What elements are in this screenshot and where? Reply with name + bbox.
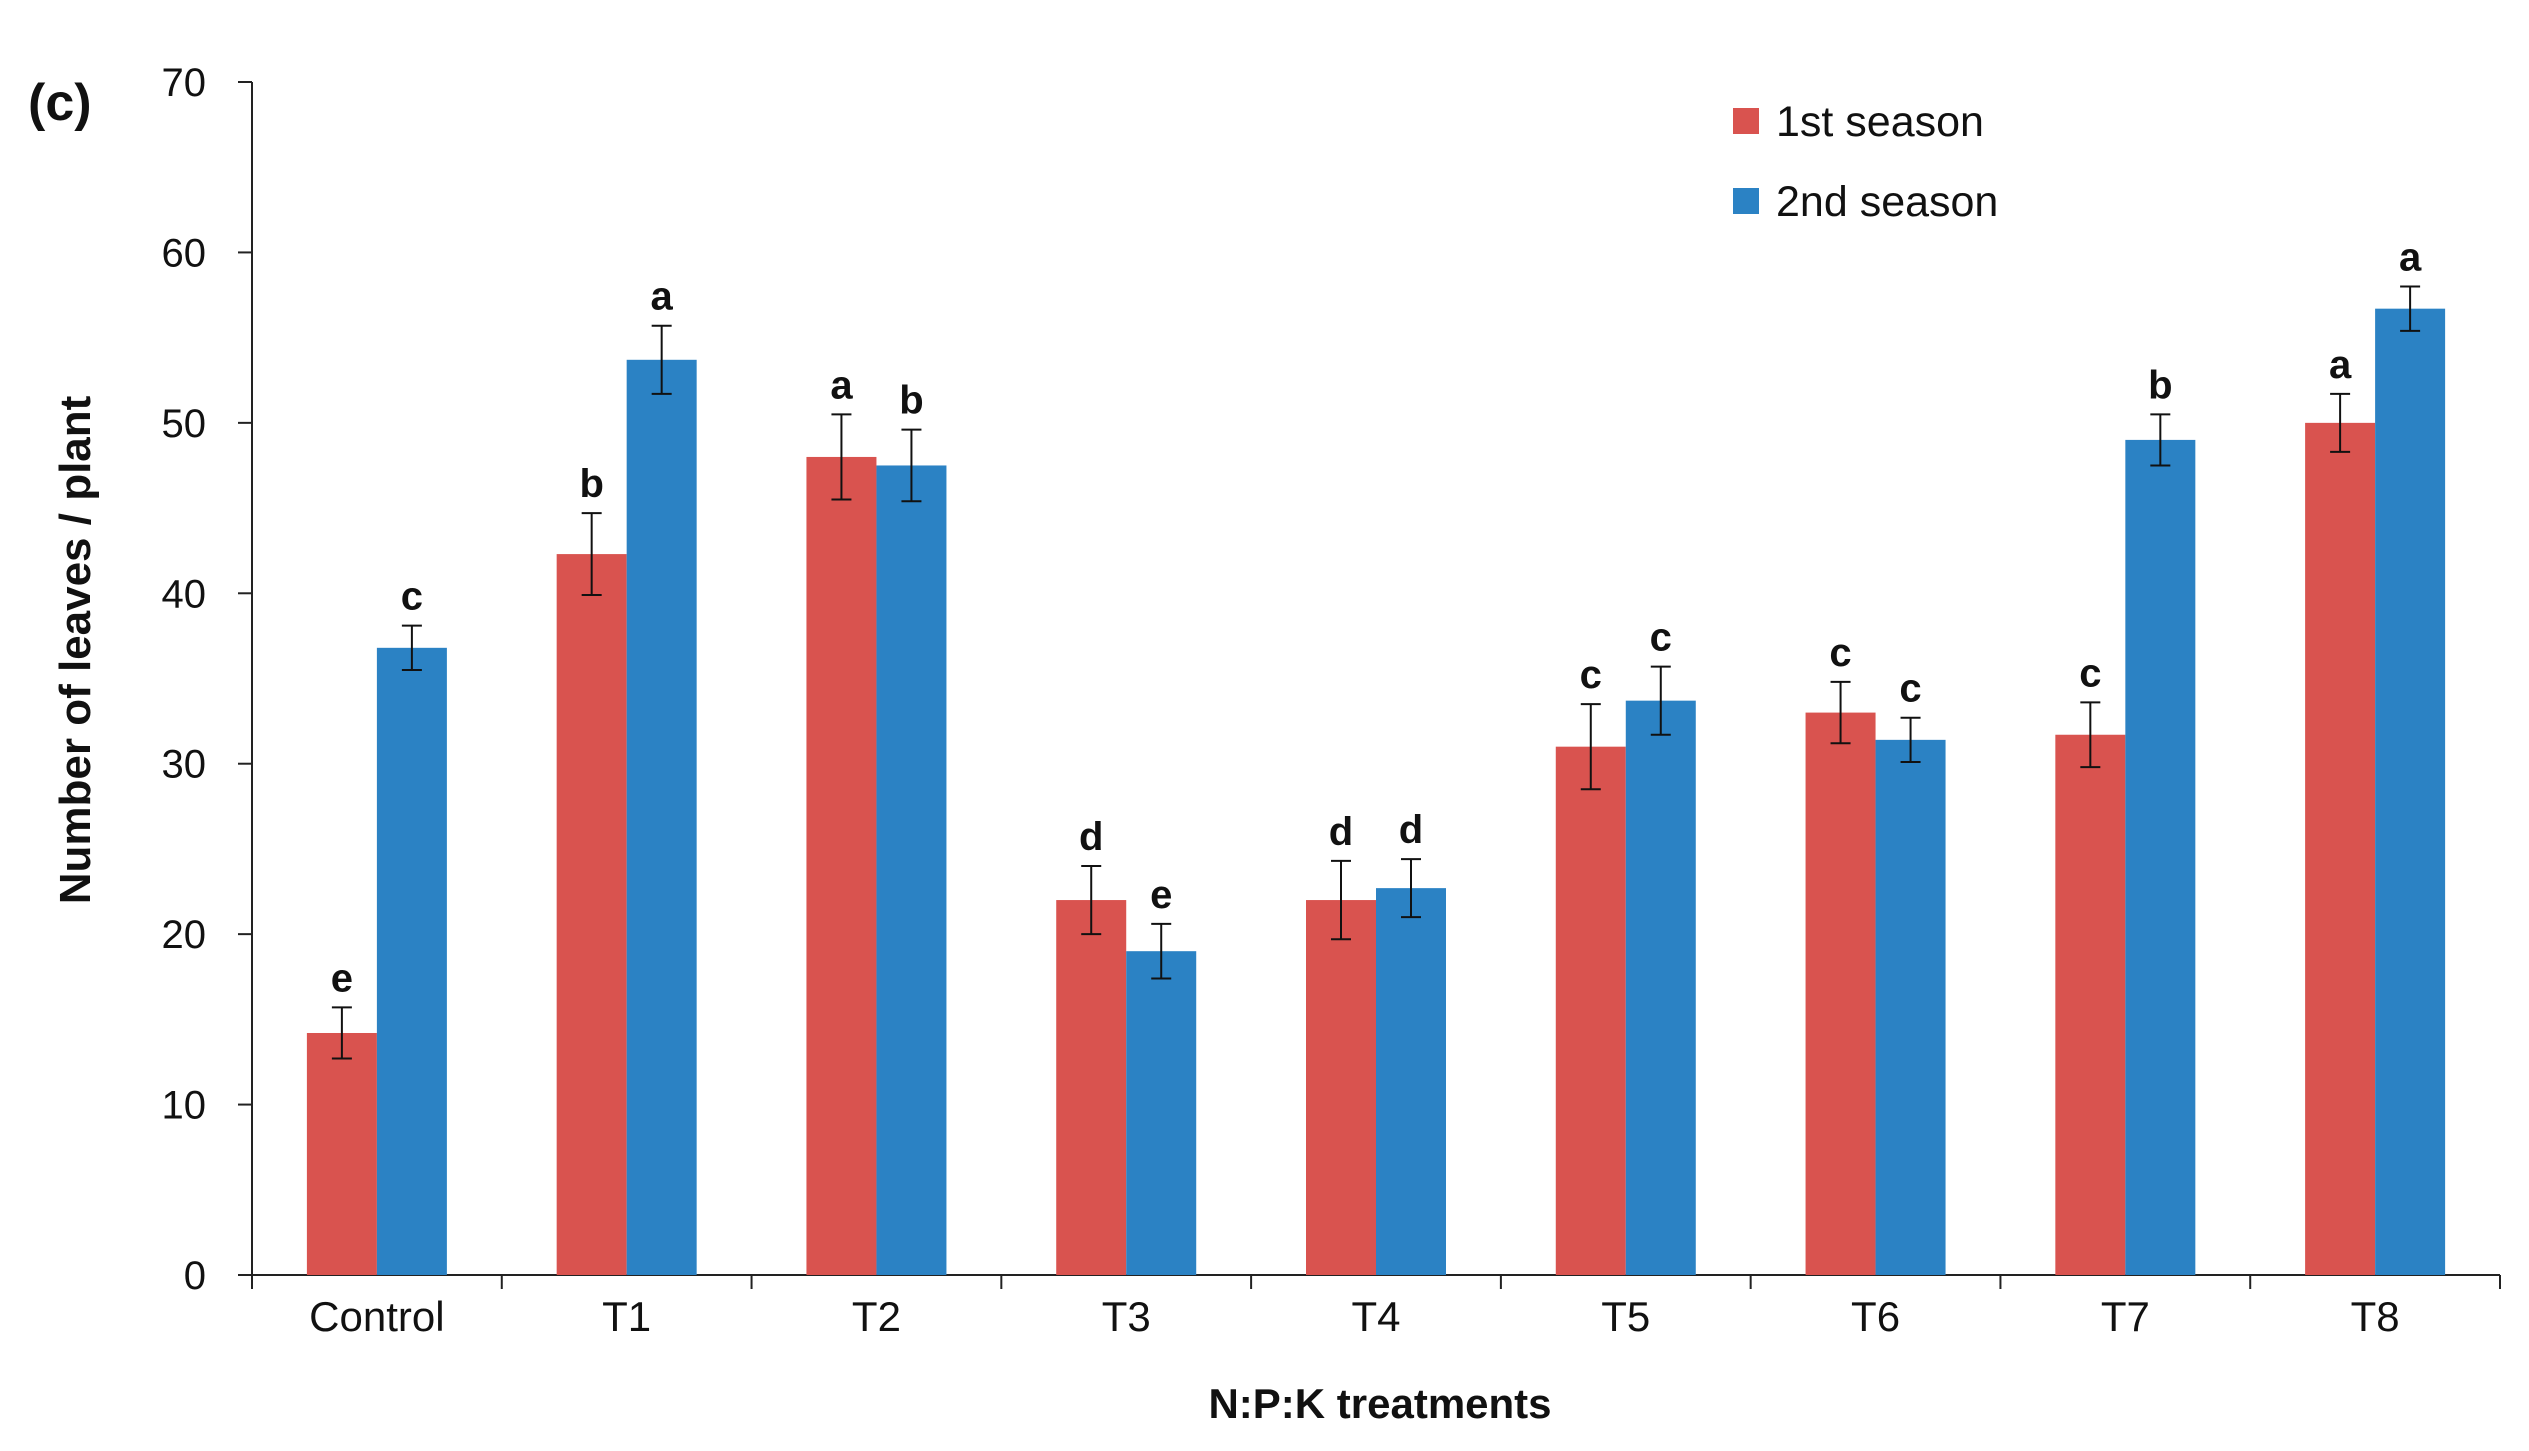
sig-letter-1st-season-t1: b — [579, 462, 603, 506]
bar-2nd-season-t3 — [1126, 951, 1197, 1275]
bar-1st-season-t3 — [1056, 900, 1127, 1275]
legend-label-2nd-season: 2nd season — [1776, 178, 1998, 226]
bars — [306, 308, 2446, 1275]
bar-1st-season-t1 — [556, 554, 627, 1275]
bar-1st-season-t7 — [2055, 734, 2126, 1275]
bar-2nd-season-t6 — [1875, 739, 1946, 1275]
x-tick-label-t1: T1 — [602, 1293, 651, 1340]
sig-letter-1st-season-t8: a — [2329, 343, 2352, 387]
y-tick-label-30: 30 — [162, 743, 207, 787]
bar-2nd-season-t4 — [1376, 888, 1446, 1275]
bar-2nd-season-t1 — [626, 359, 697, 1275]
x-tick-label-t6: T6 — [1851, 1293, 1900, 1340]
x-axis-label: N:P:K treatments — [1208, 1380, 1551, 1427]
legend: 1st season 2nd season — [1733, 98, 1998, 226]
significance-letters: e b a d d c c c a c a b e d c c b a — [331, 236, 2422, 1001]
x-tick-label-t4: T4 — [1351, 1293, 1400, 1340]
y-tick-label-0: 0 — [184, 1254, 206, 1298]
bar-1st-season-t4 — [1306, 900, 1376, 1275]
sig-letter-2nd-season-t7: b — [2148, 363, 2172, 407]
sig-letter-1st-season-t2: a — [830, 363, 853, 407]
x-tick-label-t8: T8 — [2351, 1293, 2400, 1340]
sig-letter-1st-season-t3: d — [1079, 815, 1103, 859]
sig-letter-1st-season-t7: c — [2079, 651, 2101, 695]
x-tick-label-t3: T3 — [1102, 1293, 1151, 1340]
sig-letter-1st-season-control: e — [331, 956, 353, 1000]
bar-1st-season-t5 — [1555, 746, 1626, 1275]
y-tick-label-60: 60 — [162, 231, 207, 275]
bar-1st-season-t6 — [1805, 712, 1876, 1275]
bar-1st-season-t2 — [806, 456, 877, 1275]
legend-swatch-1st-season — [1733, 108, 1759, 134]
sig-letter-1st-season-t6: c — [1829, 631, 1851, 675]
sig-letter-2nd-season-control: c — [401, 575, 423, 619]
sig-letter-2nd-season-t4: d — [1399, 808, 1423, 852]
y-tick-labels: 0 10 20 30 40 50 60 70 — [162, 61, 207, 1298]
panel-label: (c) — [28, 74, 92, 132]
error-bars — [331, 285, 2421, 1060]
x-tick-label-t2: T2 — [852, 1293, 901, 1340]
y-tick-label-10: 10 — [162, 1084, 207, 1128]
y-tick-label-50: 50 — [162, 402, 207, 446]
x-tick-labels: Control T1 T2 T3 T4 T5 T6 T7 T8 — [309, 1293, 2399, 1340]
bar-2nd-season-t8 — [2375, 308, 2446, 1275]
x-tick-label-control: Control — [309, 1293, 444, 1340]
y-tick-label-20: 20 — [162, 913, 207, 957]
y-axis-label: Number of leaves / plant — [51, 395, 100, 904]
sig-letter-2nd-season-t6: c — [1899, 667, 1921, 711]
bar-2nd-season-control — [376, 647, 447, 1275]
bar-1st-season-control — [306, 1032, 377, 1275]
x-tick-label-t5: T5 — [1601, 1293, 1650, 1340]
sig-letter-2nd-season-t8: a — [2399, 236, 2422, 280]
bar-2nd-season-t2 — [876, 465, 947, 1275]
sig-letter-1st-season-t5: c — [1580, 653, 1602, 697]
y-tick-label-40: 40 — [162, 572, 207, 616]
legend-label-1st-season: 1st season — [1776, 98, 1984, 146]
legend-swatch-2nd-season — [1733, 188, 1759, 214]
bar-2nd-season-t7 — [2125, 439, 2196, 1275]
sig-letter-2nd-season-t1: a — [651, 275, 674, 319]
bar-2nd-season-t5 — [1625, 700, 1696, 1275]
x-tick-label-t7: T7 — [2101, 1293, 2150, 1340]
sig-letter-2nd-season-t5: c — [1650, 616, 1672, 660]
sig-letter-2nd-season-t2: b — [899, 379, 923, 423]
sig-letter-2nd-season-t3: e — [1150, 873, 1172, 917]
bar-1st-season-t8 — [2305, 422, 2376, 1275]
sig-letter-1st-season-t4: d — [1329, 810, 1353, 854]
y-tick-label-70: 70 — [162, 61, 207, 105]
